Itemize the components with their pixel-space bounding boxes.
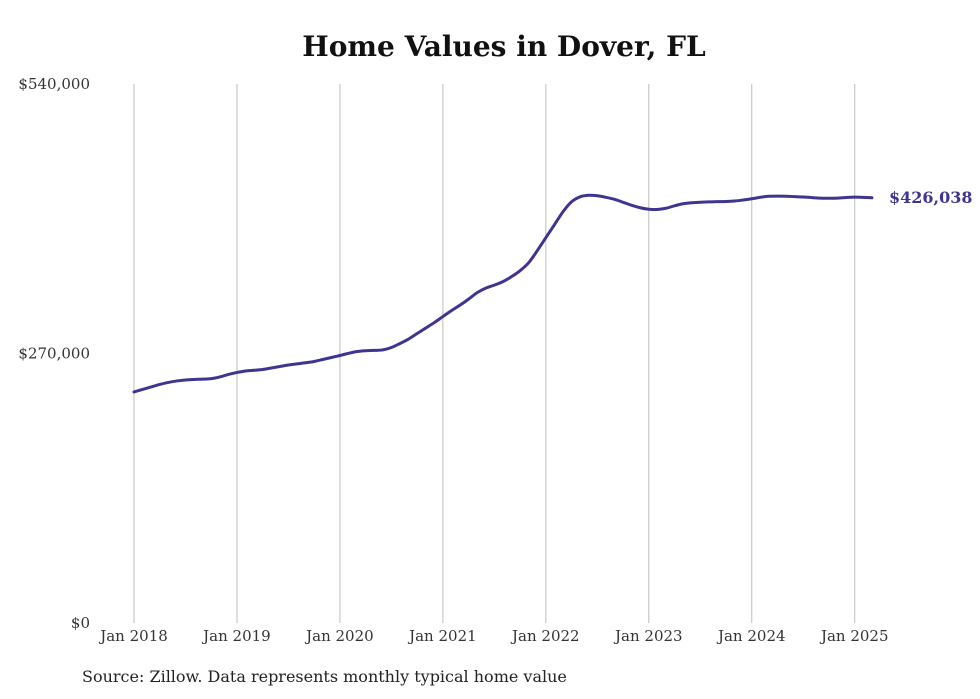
series-layer <box>132 193 874 394</box>
x-tick-label: Jan 2024 <box>716 627 786 645</box>
x-tick-label: Jan 2019 <box>201 627 271 645</box>
x-tick-label: Jan 2018 <box>98 627 168 645</box>
x-tick-label: Jan 2023 <box>613 627 683 645</box>
axes: Jan 2018 Jan 2019 Jan 2020 Jan 2021 Jan 2022… <box>18 75 888 645</box>
series-line <box>132 193 874 394</box>
x-tick-label: Jan 2022 <box>510 627 580 645</box>
y-tick-label: $270,000 <box>18 345 90 363</box>
chart-title: Home Values in Dover, FL <box>302 30 706 63</box>
x-tick-label: Jan 2020 <box>304 627 374 645</box>
y-tick-label: $0 <box>71 614 90 632</box>
labels: $426,038 <box>889 188 973 207</box>
end-value-label: $426,038 <box>889 188 973 207</box>
x-tick-label: Jan 2021 <box>407 627 477 645</box>
x-tick-label: Jan 2025 <box>819 627 889 645</box>
source-note: Source: Zillow. Data represents monthly … <box>82 667 567 686</box>
gridlines <box>133 84 856 623</box>
y-tick-label: $540,000 <box>18 75 90 93</box>
